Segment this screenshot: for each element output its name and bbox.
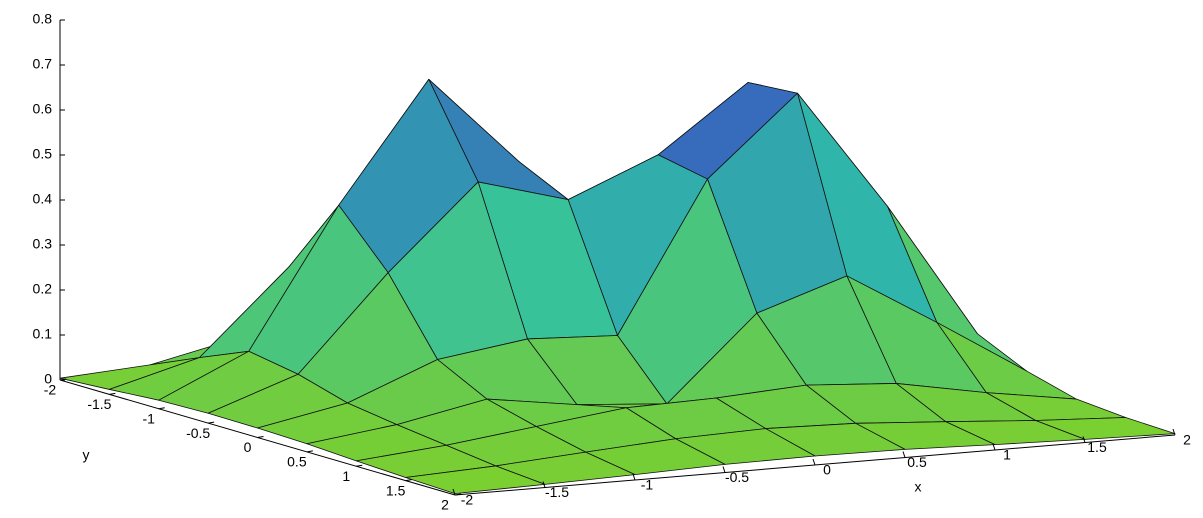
x-tick (902, 451, 906, 458)
y-tick-label: -2 (44, 382, 57, 398)
surface-cell (405, 465, 546, 495)
x-tick-label: 1 (1003, 447, 1011, 463)
y-tick (59, 378, 67, 381)
y-tick-label: 0.5 (287, 454, 307, 470)
x-tick (812, 458, 816, 466)
y-tick (208, 421, 215, 424)
x-tick-label: 0 (823, 462, 831, 478)
y-tick-label: 2 (441, 497, 449, 513)
z-tick-label: 0.6 (33, 101, 53, 117)
x-tick-label: -1 (641, 477, 654, 493)
z-tick-label: 0.4 (33, 191, 53, 207)
x-tick (722, 466, 726, 473)
y-tick (109, 392, 116, 395)
y-tick-label: 1 (342, 468, 350, 484)
y-axis-label: y (83, 447, 90, 463)
z-tick-label: 0.1 (33, 326, 53, 342)
y-tick-label: 1.5 (386, 482, 406, 498)
x-tick (632, 473, 636, 481)
z-tick-label: 0.8 (33, 11, 53, 27)
x-tick-label: -1.5 (545, 484, 569, 500)
y-tick (454, 493, 462, 496)
z-tick-label: 0.5 (33, 146, 53, 162)
z-tick-label: 0 (44, 371, 52, 387)
x-tick-label: -0.5 (725, 469, 749, 485)
y-tick-label: -1.5 (87, 396, 111, 412)
y-tick (306, 450, 313, 453)
x-tick (992, 443, 996, 451)
x-tick (1082, 436, 1086, 443)
x-tick-label: -2 (461, 492, 474, 508)
x-tick-label: 0.5 (907, 454, 927, 470)
y-tick (356, 464, 363, 467)
y-tick-label: 0 (244, 439, 252, 455)
x-tick-label: 2 (1183, 432, 1191, 448)
x-tick (542, 481, 546, 488)
z-tick-label: 0.7 (33, 56, 53, 72)
y-tick (257, 436, 264, 438)
y-tick-label: -1 (143, 410, 156, 426)
x-axis-label: x (915, 479, 922, 495)
z-tick-label: 0.2 (33, 281, 53, 297)
z-tick-label: 0.3 (33, 236, 53, 252)
x-tick (1172, 428, 1176, 436)
y-tick-label: -0.5 (186, 425, 210, 441)
x-tick (452, 488, 456, 496)
y-tick (158, 407, 165, 410)
y-tick (405, 479, 412, 482)
x-tick-label: 1.5 (1087, 439, 1107, 455)
